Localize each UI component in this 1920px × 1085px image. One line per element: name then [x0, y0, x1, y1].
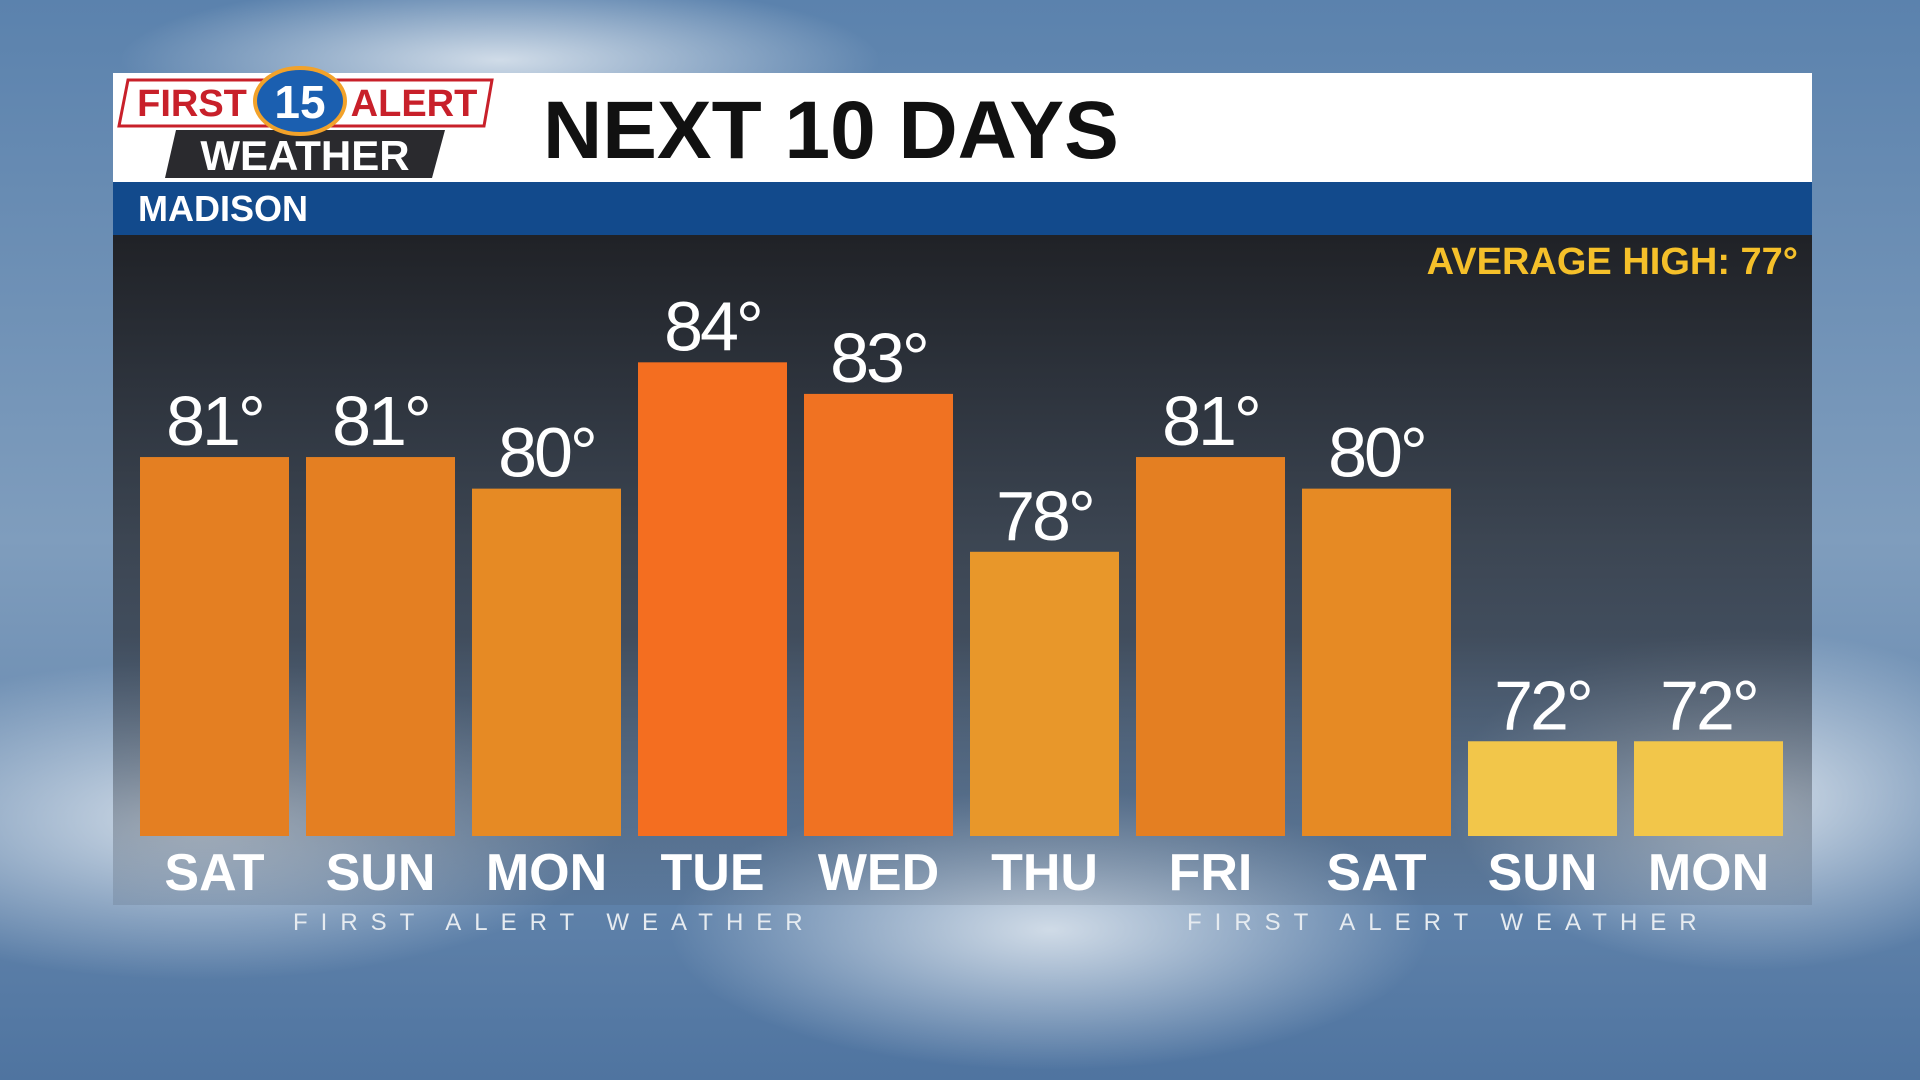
logo-alert: ALERT: [351, 83, 478, 125]
x-tick-label: SUN: [326, 844, 436, 902]
x-tick-label: THU: [991, 844, 1098, 902]
x-tick-label: MON: [486, 844, 607, 902]
x-tick-label: SAT: [164, 844, 264, 902]
bar: [1468, 741, 1617, 836]
value-label: 83°: [830, 319, 927, 397]
value-label: 80°: [498, 414, 595, 492]
x-tick-label: SUN: [1488, 844, 1598, 902]
value-label: 81°: [1162, 382, 1259, 460]
bar: [1634, 741, 1783, 836]
x-tick-label: TUE: [661, 844, 765, 902]
bar: [804, 393, 953, 836]
bar: [306, 457, 455, 836]
location-bar: [113, 182, 1812, 235]
x-tick-label: MON: [1648, 844, 1769, 902]
logo-box: [165, 130, 445, 178]
logo: FIRST 15 ALERT WEATHER: [117, 66, 494, 179]
value-label: 72°: [1660, 666, 1757, 744]
logo-channel: 15: [274, 76, 325, 128]
x-tick-label: SAT: [1326, 844, 1426, 902]
value-label: 72°: [1494, 666, 1591, 744]
bar: [1302, 488, 1451, 836]
bar: [1136, 457, 1285, 836]
bar: [472, 488, 621, 836]
value-label: 84°: [664, 287, 761, 365]
watermark: FIRST ALERT WEATHER: [1187, 909, 1710, 936]
annotation: AVERAGE HIGH: 77°: [1427, 241, 1798, 283]
value-label: 81°: [332, 382, 429, 460]
x-tick-label: WED: [818, 844, 939, 902]
chart-title: NEXT 10 DAYS: [543, 85, 1119, 176]
bar: [140, 457, 289, 836]
logo-weather: WEATHER: [200, 132, 409, 179]
logo-circle: [253, 66, 347, 136]
subtitle: MADISON: [138, 188, 308, 229]
watermark: FIRST ALERT WEATHER: [293, 909, 816, 936]
value-label: 78°: [996, 477, 1093, 555]
value-label: 80°: [1328, 414, 1425, 492]
value-label: 81°: [166, 382, 263, 460]
logo-first: FIRST: [137, 83, 247, 125]
bar: [638, 362, 787, 836]
x-tick-label: FRI: [1169, 844, 1253, 902]
bar: [970, 551, 1119, 836]
